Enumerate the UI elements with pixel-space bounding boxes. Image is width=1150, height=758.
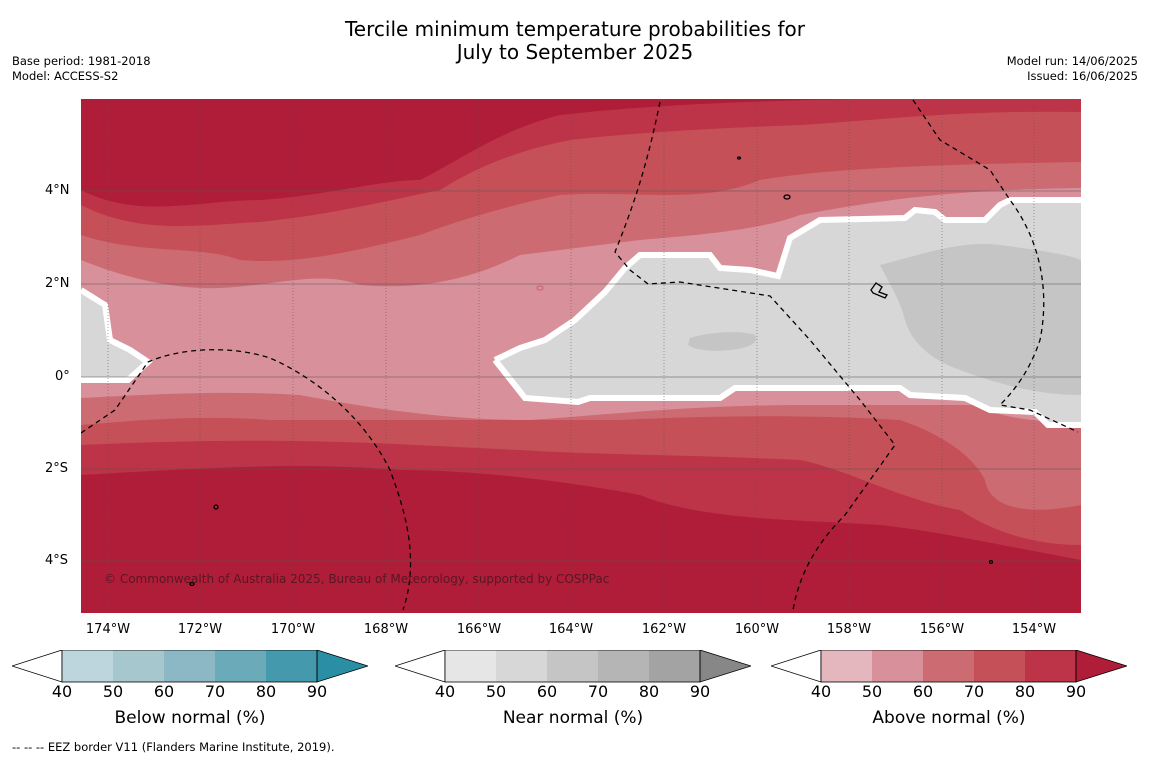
above-50-swatch — [821, 650, 872, 682]
eez-border-legend: -- -- -- EEZ border V11 (Flanders Marine… — [12, 740, 335, 754]
lat-label-2n: 2°N — [45, 276, 70, 291]
lat-label-equator: 0° — [55, 369, 70, 384]
lon-label-156w: 156°W — [919, 622, 965, 637]
model-info: Base period: 1981-2018 Model: ACCESS-S2 — [12, 54, 151, 84]
run-info: Model run: 14/06/2025 Issued: 16/06/2025 — [1007, 54, 1138, 84]
near-tick-70: 70 — [587, 682, 609, 701]
near-tick-90: 90 — [689, 682, 711, 701]
island — [783, 194, 791, 200]
lon-label-162w: 162°W — [641, 622, 687, 637]
colorbar-near-swatches — [393, 649, 753, 683]
lon-label-168w: 168°W — [363, 622, 409, 637]
colorbar-near-title: Near normal (%) — [502, 708, 644, 728]
tercile-boundary-west — [81, 287, 153, 383]
map-title: Tercile minimum temperature probabilitie… — [0, 18, 1150, 64]
island — [870, 282, 888, 299]
colorbar-near-normal: 40 50 60 70 80 90 — [393, 649, 753, 701]
islands — [189, 156, 994, 587]
below-90-plus-swatch — [316, 649, 370, 683]
model-run-date: Model run: 14/06/2025 — [1006, 54, 1138, 68]
lat-label-4s: 4°S — [45, 553, 69, 568]
colorbar-above-swatches — [769, 649, 1129, 683]
near-50-swatch — [445, 650, 496, 682]
base-period: Base period: 1981-2018 — [12, 54, 151, 68]
colorbar-above-normal: 40 50 60 70 80 90 — [769, 649, 1129, 701]
below-tick-50: 50 — [102, 682, 124, 701]
island — [536, 285, 544, 291]
island — [189, 581, 195, 587]
near-normal-region-west — [81, 290, 148, 380]
above-tick-50: 50 — [861, 682, 883, 701]
below-tick-80: 80 — [255, 682, 277, 701]
lat-label-2s: 2°S — [45, 461, 69, 476]
near-normal-60-east — [880, 244, 1081, 395]
near-60-swatch — [496, 650, 547, 682]
below-tick-60: 60 — [153, 682, 175, 701]
above-60-swatch — [872, 650, 923, 682]
island — [988, 559, 994, 565]
below-tick-40: 40 — [51, 682, 73, 701]
near-40-swatch — [393, 649, 446, 683]
lon-label-158w: 158°W — [826, 622, 872, 637]
above-70-swatch — [923, 650, 974, 682]
lat-label-4n: 4°N — [45, 183, 70, 198]
below-40-swatch — [10, 649, 63, 683]
eez-borders — [81, 99, 1079, 611]
below-50-swatch — [62, 650, 113, 682]
lon-label-164w: 164°W — [548, 622, 594, 637]
near-normal-60-patch — [688, 332, 757, 351]
lon-label-160w: 160°W — [734, 622, 780, 637]
tercile-boundary-central — [492, 197, 1081, 428]
lon-label-174w: 174°W — [85, 622, 131, 637]
map-plot-area — [81, 99, 1081, 613]
above-80-swatch — [974, 650, 1025, 682]
latitude-gridlines — [81, 190, 1081, 562]
above-tick-40: 40 — [810, 682, 832, 701]
title-line-2: July to September 2025 — [456, 40, 694, 64]
colorbar-above-title: Above normal (%) — [872, 708, 1026, 728]
above-90-swatch — [1025, 650, 1076, 682]
above-40-swatch — [769, 649, 822, 683]
copyright-notice: © Commonwealth of Australia 2025, Bureau… — [104, 572, 610, 586]
colorbar-below-swatches — [10, 649, 370, 683]
near-80-swatch — [598, 650, 649, 682]
below-80-swatch — [215, 650, 266, 682]
above-tick-70: 70 — [963, 682, 985, 701]
above-tick-60: 60 — [912, 682, 934, 701]
lon-label-170w: 170°W — [270, 622, 316, 637]
lon-label-166w: 166°W — [456, 622, 502, 637]
near-tick-80: 80 — [638, 682, 660, 701]
near-tick-60: 60 — [536, 682, 558, 701]
near-70-swatch — [547, 650, 598, 682]
above-tick-80: 80 — [1014, 682, 1036, 701]
near-tick-50: 50 — [485, 682, 507, 701]
below-90-swatch — [266, 650, 317, 682]
below-70-swatch — [164, 650, 215, 682]
below-tick-90: 90 — [306, 682, 328, 701]
colorbar-below-title: Below normal (%) — [114, 708, 266, 728]
below-tick-70: 70 — [204, 682, 226, 701]
above-90-plus-swatch — [1075, 649, 1129, 683]
lon-label-154w: 154°W — [1011, 622, 1057, 637]
model-name: Model: ACCESS-S2 — [12, 69, 119, 83]
island — [213, 504, 219, 510]
near-90-swatch — [649, 650, 700, 682]
near-tick-40: 40 — [434, 682, 456, 701]
colorbar-below-normal: 40 50 60 70 80 90 — [10, 649, 370, 701]
below-60-swatch — [113, 650, 164, 682]
title-line-1: Tercile minimum temperature probabilitie… — [344, 17, 806, 41]
issued-date: Issued: 16/06/2025 — [1027, 69, 1138, 83]
lon-label-172w: 172°W — [177, 622, 223, 637]
near-90-plus-swatch — [699, 649, 753, 683]
island — [736, 156, 742, 160]
above-tick-90: 90 — [1065, 682, 1087, 701]
